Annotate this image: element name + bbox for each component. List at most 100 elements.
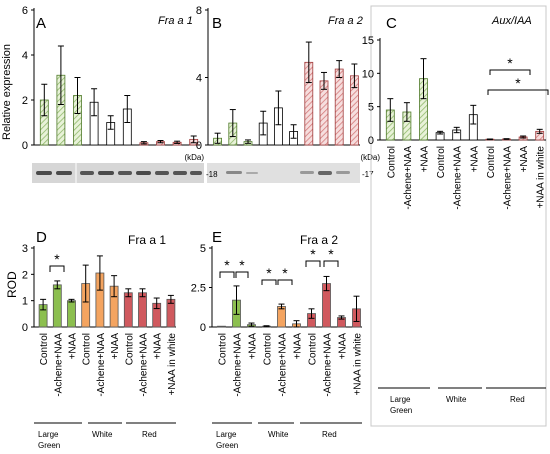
panel-e-groups: Large Green White Red bbox=[212, 422, 362, 450]
group-label-red: Red bbox=[510, 395, 525, 404]
blot-marker-a: -18 bbox=[206, 170, 218, 179]
y-tick-label: 4 bbox=[196, 73, 202, 85]
x-tick-label: +NAA bbox=[420, 146, 431, 173]
x-tick-label: Control bbox=[308, 333, 319, 365]
group-label-large: Large bbox=[38, 430, 59, 439]
y-tick-label: 15 bbox=[362, 35, 374, 47]
bar bbox=[138, 292, 147, 328]
y-tick-label: 0 bbox=[368, 135, 374, 147]
panel-letter-d: D bbox=[36, 229, 47, 246]
western-blot-b bbox=[207, 163, 360, 183]
sig-star: * bbox=[515, 75, 521, 91]
sig-star: * bbox=[282, 265, 288, 281]
x-tick-label: Control bbox=[386, 146, 397, 178]
panel-c-significance: * * bbox=[487, 55, 549, 95]
y-tick-label: 3 bbox=[22, 243, 28, 255]
x-tick-label: -Achene+NAA bbox=[503, 146, 514, 210]
x-tick-label: -Achene+NAA bbox=[278, 333, 289, 397]
y-tick-label: 0 bbox=[22, 322, 28, 334]
x-tick-label: -Achene+NAA bbox=[53, 333, 64, 397]
panel-b-chart: 0 4 8 bbox=[196, 5, 360, 152]
kda-label-b: (kDa) bbox=[360, 153, 380, 162]
panel-a-title: Fra a 1 bbox=[158, 15, 193, 27]
y-tick-label: 5 bbox=[368, 102, 374, 114]
x-tick-label: +NAA in white bbox=[536, 146, 547, 209]
y-label-bottom: ROD bbox=[5, 271, 19, 298]
bar bbox=[67, 300, 76, 328]
y-tick-label: 0 bbox=[200, 322, 206, 334]
bar bbox=[217, 325, 226, 328]
x-tick-label: -Achene+NAA bbox=[96, 333, 107, 397]
x-tick-label: +NAA in white bbox=[167, 333, 178, 396]
x-tick-label: -Achene+NAA bbox=[139, 333, 150, 397]
panel-c-title: Aux/IAA bbox=[491, 15, 532, 27]
sig-star: * bbox=[310, 246, 316, 262]
group-label-white: White bbox=[446, 395, 467, 404]
panel-a-chart: 0 2 4 6 bbox=[22, 5, 200, 152]
x-tick-label: +NAA bbox=[110, 333, 121, 360]
group-label-large: Large bbox=[390, 395, 411, 404]
sig-star: * bbox=[328, 246, 334, 262]
y-tick-label: 8 bbox=[196, 5, 202, 17]
y-tick-label: 0 bbox=[196, 140, 202, 152]
group-label-red: Red bbox=[142, 430, 157, 439]
x-tick-label: +NAA bbox=[338, 333, 349, 360]
sig-star: * bbox=[224, 257, 230, 273]
panel-letter-e: E bbox=[212, 229, 222, 246]
x-tick-label: -Achene+NAA bbox=[323, 333, 334, 397]
x-tick-label: Control bbox=[82, 333, 93, 365]
bar bbox=[52, 284, 62, 328]
y-tick-label: 5 bbox=[200, 243, 206, 255]
blot-marker-b: -17 bbox=[362, 170, 374, 179]
panel-e-chart: 0 2.5 5 Control -Achene+NAA +NAA Control -Achen… bbox=[191, 243, 364, 397]
x-tick-label: +NAA bbox=[153, 333, 164, 360]
y-tick-label: 2 bbox=[22, 95, 28, 107]
panel-d-groups: Large Green White Red bbox=[34, 422, 176, 450]
x-tick-label: +NAA bbox=[469, 146, 480, 173]
y-tick-label: 4 bbox=[22, 50, 28, 62]
panel-e-title: Fra a 2 bbox=[300, 233, 338, 247]
sig-star: * bbox=[266, 265, 272, 281]
panel-letter-b: B bbox=[212, 15, 222, 32]
panel-c-groups: Large Green White Red bbox=[378, 387, 546, 415]
panel-c-chart: 0 5 10 15 Control -Achene+NAA +NAA Control -Ache… bbox=[362, 35, 547, 210]
y-label-top: Relative expression bbox=[1, 44, 13, 140]
x-tick-label: -Achene+NAA bbox=[403, 146, 414, 210]
x-tick-label: +NAA bbox=[293, 333, 304, 360]
x-tick-label: Control bbox=[218, 333, 229, 365]
group-label-green: Green bbox=[390, 406, 412, 415]
x-tick-label: Control bbox=[263, 333, 274, 365]
y-tick-label: 1 bbox=[22, 296, 28, 308]
western-blot-a bbox=[32, 163, 204, 183]
panel-e-significance: * * * * * * bbox=[219, 246, 339, 285]
y-tick-label: 10 bbox=[362, 68, 374, 80]
bar bbox=[277, 306, 286, 328]
panel-d-significance: * bbox=[49, 251, 65, 272]
group-label-green: Green bbox=[216, 441, 238, 450]
bar bbox=[319, 80, 329, 146]
x-tick-label: -Achene+NAA bbox=[453, 146, 464, 210]
x-tick-label: Control bbox=[39, 333, 50, 365]
sig-star: * bbox=[239, 257, 245, 273]
group-label-large: Large bbox=[216, 430, 237, 439]
x-tick-label: Control bbox=[124, 333, 135, 365]
sig-star: * bbox=[507, 55, 513, 71]
group-label-white: White bbox=[268, 430, 289, 439]
group-label-red: Red bbox=[322, 430, 337, 439]
y-tick-label: 2.5 bbox=[191, 283, 206, 295]
x-tick-label: Control bbox=[436, 146, 447, 178]
sig-star: * bbox=[54, 251, 60, 267]
y-tick-label: 6 bbox=[22, 5, 28, 17]
y-tick-label: 2 bbox=[22, 269, 28, 281]
group-label-white: White bbox=[92, 430, 113, 439]
panel-b-title: Fra a 2 bbox=[328, 15, 363, 27]
x-tick-label: +NAA bbox=[519, 146, 530, 173]
kda-label-a: (kDa) bbox=[184, 153, 204, 162]
panel-c-frame bbox=[370, 5, 547, 427]
y-tick-label: 0 bbox=[22, 140, 28, 152]
panel-letter-c: C bbox=[386, 15, 397, 32]
x-tick-label: +NAA bbox=[248, 333, 259, 360]
x-tick-label: +NAA in white bbox=[353, 333, 364, 396]
